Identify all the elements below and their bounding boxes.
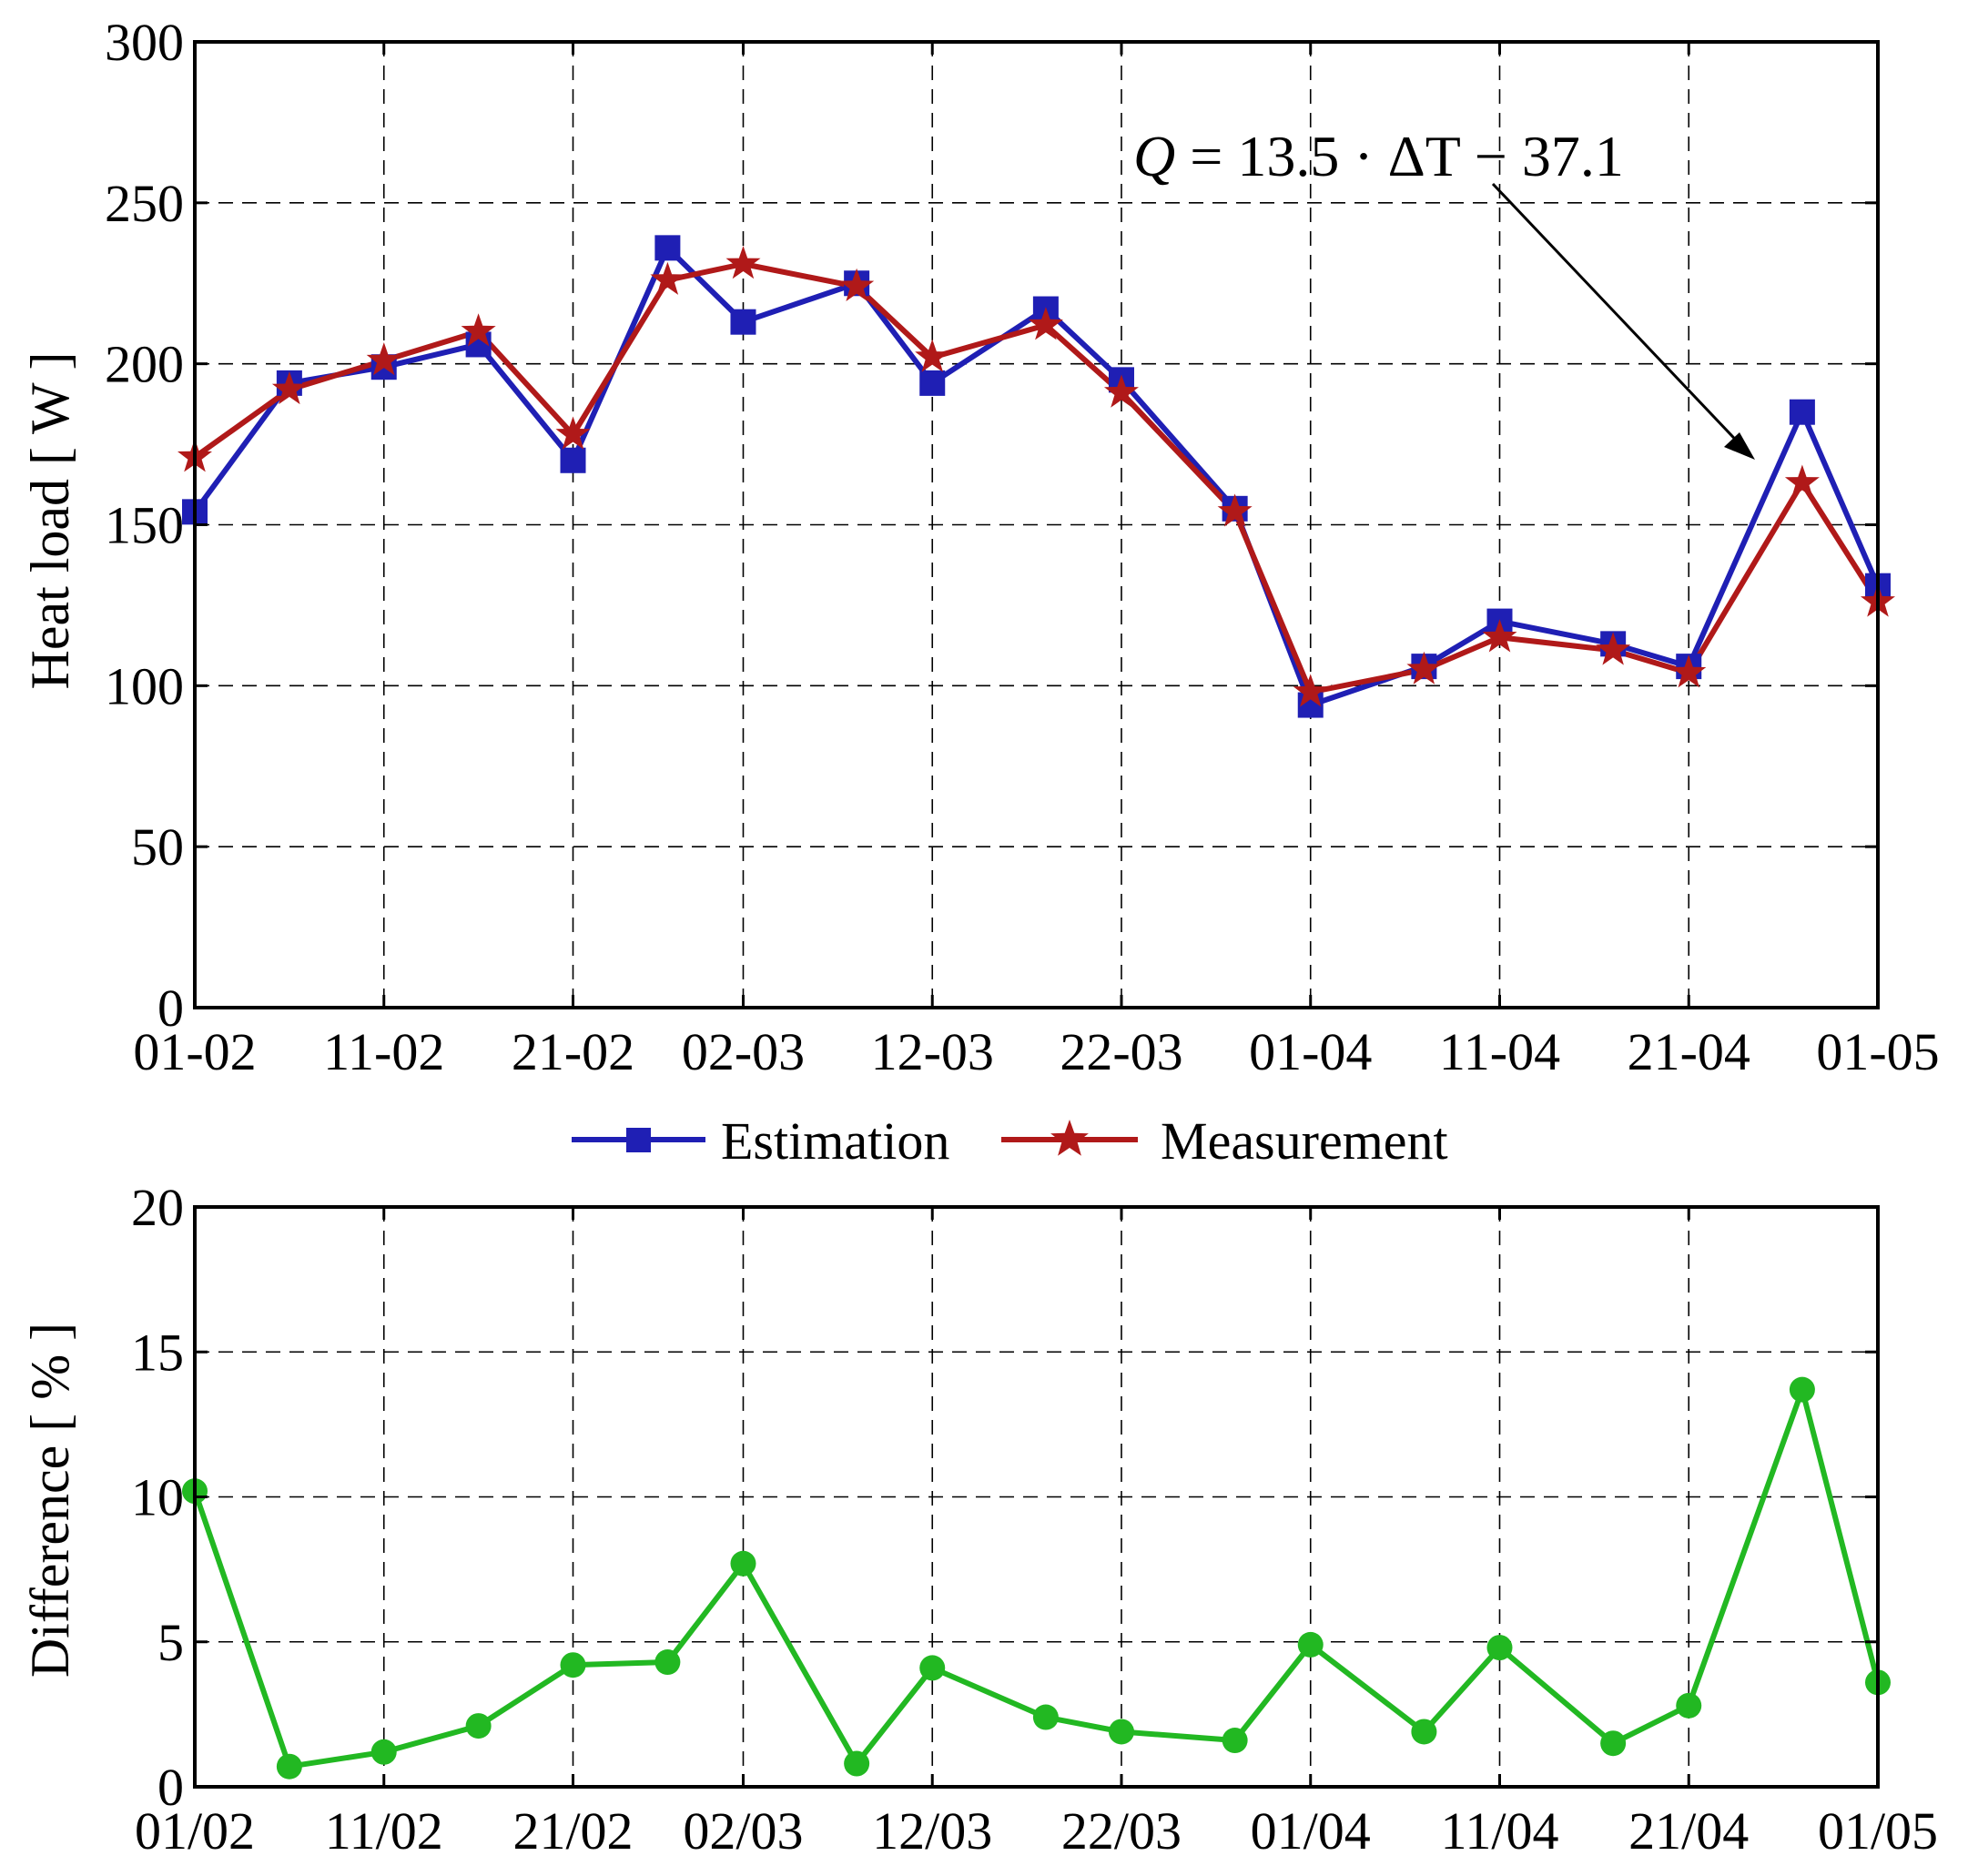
heat-load-xtick-label: 01-05 (1816, 1022, 1939, 1081)
difference-point (561, 1652, 586, 1678)
difference-point (277, 1754, 302, 1780)
difference-ytick-label: 15 (131, 1323, 184, 1382)
difference-xtick-label: 22/03 (1061, 1801, 1182, 1861)
heat-load-ytick-label: 100 (105, 656, 184, 715)
difference-ytick-label: 10 (131, 1468, 184, 1527)
heat-load-ytick-label: 50 (131, 817, 184, 877)
difference-point (1676, 1693, 1701, 1719)
difference-xtick-label: 21/02 (512, 1801, 633, 1861)
difference-point (1222, 1728, 1248, 1753)
difference-xtick-label: 01/02 (135, 1801, 255, 1861)
difference-point (730, 1551, 756, 1577)
difference-xtick-label: 02/03 (683, 1801, 803, 1861)
heat-load-ytick-label: 250 (105, 174, 184, 233)
difference-point (844, 1751, 869, 1777)
difference-point (1298, 1632, 1324, 1658)
heat-load-xtick-label: 22-03 (1060, 1022, 1182, 1081)
estimation-point (1790, 400, 1815, 425)
legend-measurement-label: Measurement (1161, 1111, 1448, 1171)
heat-load-xtick-label: 12-03 (871, 1022, 994, 1081)
difference-xtick-label: 01/04 (1251, 1801, 1371, 1861)
difference-ytick-label: 20 (131, 1178, 184, 1237)
difference-point (1411, 1719, 1436, 1744)
difference-point (371, 1739, 397, 1765)
estimation-point (919, 370, 945, 396)
heat-load-xtick-label: 01-04 (1249, 1022, 1372, 1081)
heat-load-xtick-label: 11-02 (323, 1022, 444, 1081)
difference-point (1486, 1635, 1512, 1660)
difference-xtick-label: 21/04 (1628, 1801, 1749, 1861)
heat-load-xtick-label: 02-03 (682, 1022, 805, 1081)
heat-load-ytick-label: 150 (105, 496, 184, 555)
heat-load-xtick-label: 11-04 (1439, 1022, 1560, 1081)
heat-load-xtick-label: 21-04 (1628, 1022, 1750, 1081)
difference-xtick-label: 11/04 (1441, 1801, 1559, 1861)
estimation-point (654, 235, 680, 260)
difference-xtick-label: 12/03 (872, 1801, 992, 1861)
difference-point (1790, 1377, 1815, 1403)
estimation-point (730, 309, 756, 335)
difference-xtick-label: 01/05 (1818, 1801, 1938, 1861)
difference-point (654, 1649, 680, 1675)
equation-text: Q = 13.5 · ΔT − 37.1 (1133, 124, 1624, 188)
difference-point (1109, 1719, 1134, 1744)
difference-point (1600, 1730, 1626, 1756)
legend-estimation-marker (626, 1128, 651, 1152)
difference-point (1033, 1705, 1059, 1730)
figure: 050100150200250300 01-02 11-02 21-02 02-03 1… (0, 0, 1978, 1876)
estimation-point (561, 448, 586, 473)
difference-xtick-label: 11/02 (325, 1801, 443, 1861)
legend-estimation-label: Estimation (721, 1111, 949, 1171)
heat-load-xtick-label: 01-02 (133, 1022, 256, 1081)
heat-load-y-axis-label: Heat load [ W ] (20, 352, 80, 690)
heat-load-ytick-label: 200 (105, 335, 184, 394)
difference-point (466, 1713, 492, 1739)
equation-rest: = 13.5 · ΔT − 37.1 (1175, 124, 1624, 188)
difference-point (919, 1655, 945, 1680)
equation-variable-q: Q (1133, 124, 1175, 188)
figure-background (0, 0, 1978, 1876)
heat-load-ytick-label: 300 (105, 13, 184, 72)
difference-ytick-label: 5 (157, 1613, 184, 1672)
heat-load-xtick-label: 21-02 (512, 1022, 634, 1081)
difference-y-axis-label: Difference [ % ] (20, 1323, 80, 1678)
